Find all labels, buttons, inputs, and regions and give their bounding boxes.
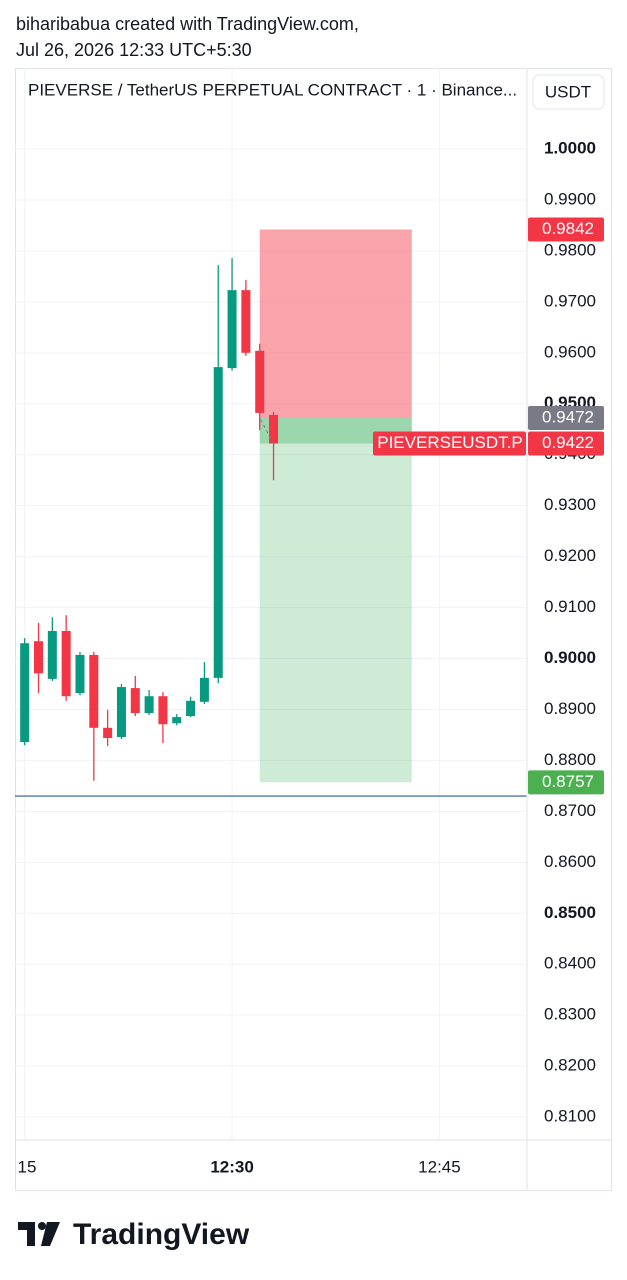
y-tick-label: 0.8400 bbox=[544, 954, 596, 973]
entry-label-box bbox=[528, 406, 604, 431]
date-line: Jul 26, 2026 12:33 UTC+5:30 bbox=[16, 40, 252, 60]
brand: TradingView bbox=[73, 1218, 250, 1251]
y-tick-label: 0.9200 bbox=[544, 546, 596, 565]
chart-frame bbox=[15, 68, 612, 1191]
author-line: biharibabua created with TradingView.com… bbox=[16, 14, 359, 34]
stop-zone bbox=[259, 229, 412, 419]
y-tick-label: 0.8100 bbox=[544, 1107, 596, 1126]
y-tick-label: 0.8600 bbox=[544, 852, 596, 871]
y-tick-label: 0.9600 bbox=[544, 342, 596, 361]
candle-body bbox=[144, 696, 154, 714]
candle-body bbox=[213, 367, 223, 678]
y-tick-label: 0.8500 bbox=[544, 903, 596, 922]
target-zone bbox=[259, 418, 412, 783]
y-tick-label: 0.8900 bbox=[544, 699, 596, 718]
y-tick-label: 0.9300 bbox=[544, 495, 596, 514]
grid bbox=[15, 68, 527, 1140]
candle-body bbox=[61, 631, 71, 697]
candle-body bbox=[75, 654, 85, 694]
candle-body bbox=[158, 696, 168, 725]
candle-body bbox=[269, 414, 279, 444]
y-tick-label: 0.9800 bbox=[544, 240, 596, 259]
x-tick-label: 15 bbox=[18, 1157, 37, 1176]
currency-button[interactable] bbox=[532, 74, 605, 110]
symbol-label: PIEVERSEUSDT.P bbox=[377, 433, 523, 452]
candle-body bbox=[186, 700, 196, 717]
candle-body bbox=[130, 688, 140, 714]
y-tick-label: 0.9700 bbox=[544, 291, 596, 310]
candle-body bbox=[34, 641, 44, 674]
candle-body bbox=[116, 687, 126, 737]
y-tick-label: 0.8200 bbox=[544, 1056, 596, 1075]
currency-label[interactable]: USDT bbox=[545, 82, 591, 101]
target-label: 0.8757 bbox=[542, 772, 594, 791]
y-tick-label: 0.9900 bbox=[544, 189, 596, 208]
chart-title: PIEVERSE / TetherUS PERPETUAL CONTRACT ·… bbox=[28, 80, 517, 99]
target-label-box bbox=[528, 770, 604, 795]
stop-label-box bbox=[528, 217, 604, 242]
x-tick-label: 12:30 bbox=[210, 1157, 253, 1176]
candle-body bbox=[241, 290, 251, 353]
candle-body bbox=[103, 727, 113, 738]
plot bbox=[15, 229, 527, 797]
x-tick-label: 12:45 bbox=[418, 1157, 461, 1176]
y-tick-label: 0.8800 bbox=[544, 750, 596, 769]
axes: 1.00000.99000.98000.97000.96000.95000.94… bbox=[15, 68, 611, 1190]
y-tick-label: 0.8700 bbox=[544, 801, 596, 820]
y-tick-label: 0.9000 bbox=[544, 648, 596, 667]
candle-body bbox=[47, 631, 57, 679]
entry-link bbox=[259, 417, 274, 444]
candle-body bbox=[255, 350, 265, 413]
y-tick-label: 0.9100 bbox=[544, 597, 596, 616]
stop-label: 0.9842 bbox=[542, 219, 594, 238]
logo-icon bbox=[18, 1222, 60, 1246]
y-tick-label: 1.0000 bbox=[544, 138, 596, 157]
candle-body bbox=[227, 290, 237, 369]
candle-body bbox=[172, 717, 182, 724]
last-price-label-box bbox=[528, 431, 604, 456]
candle-body bbox=[20, 643, 30, 743]
last-price-label: 0.9422 bbox=[542, 433, 594, 452]
candle-body bbox=[89, 654, 99, 728]
y-tick-label: 0.8300 bbox=[544, 1005, 596, 1024]
candle-body bbox=[199, 677, 209, 702]
entry-label: 0.9472 bbox=[542, 408, 594, 427]
symbol-box bbox=[373, 431, 526, 456]
